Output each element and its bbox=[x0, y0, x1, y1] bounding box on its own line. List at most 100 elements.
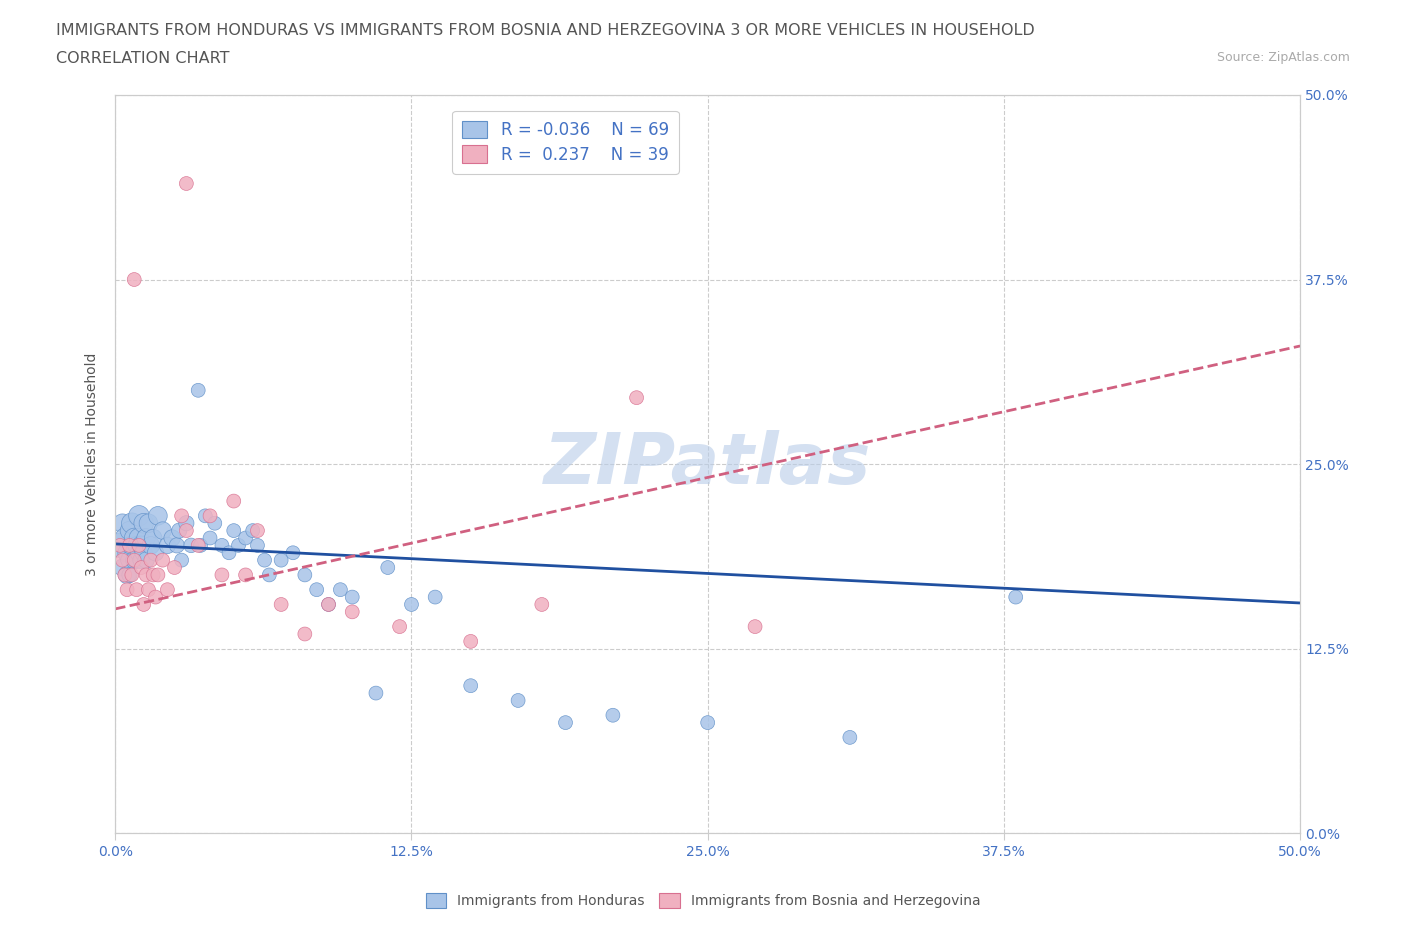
Point bbox=[156, 582, 179, 597]
Point bbox=[270, 552, 292, 567]
Point bbox=[111, 516, 134, 531]
Point bbox=[145, 590, 167, 604]
Point bbox=[121, 538, 143, 552]
Point bbox=[135, 552, 157, 567]
Point bbox=[108, 538, 131, 552]
Point bbox=[211, 567, 233, 582]
Point bbox=[222, 524, 245, 538]
Point bbox=[176, 516, 198, 531]
Point bbox=[115, 545, 138, 560]
Text: CORRELATION CHART: CORRELATION CHART bbox=[56, 51, 229, 66]
Point bbox=[364, 685, 387, 700]
Point bbox=[142, 530, 165, 545]
Point bbox=[115, 582, 138, 597]
Point bbox=[401, 597, 423, 612]
Text: IMMIGRANTS FROM HONDURAS VS IMMIGRANTS FROM BOSNIA AND HERZEGOVINA 3 OR MORE VEH: IMMIGRANTS FROM HONDURAS VS IMMIGRANTS F… bbox=[56, 23, 1035, 38]
Point bbox=[111, 560, 134, 575]
Point bbox=[176, 524, 198, 538]
Point bbox=[198, 509, 221, 524]
Point bbox=[318, 597, 340, 612]
Point bbox=[235, 567, 257, 582]
Point bbox=[554, 715, 576, 730]
Point bbox=[114, 530, 136, 545]
Point bbox=[135, 530, 157, 545]
Point bbox=[170, 552, 193, 567]
Point bbox=[108, 538, 131, 552]
Point bbox=[122, 552, 145, 567]
Point bbox=[132, 545, 155, 560]
Point bbox=[146, 509, 169, 524]
Point bbox=[167, 524, 190, 538]
Text: ZIPatlas: ZIPatlas bbox=[544, 430, 872, 498]
Point bbox=[139, 552, 162, 567]
Point bbox=[118, 538, 141, 552]
Point bbox=[187, 538, 209, 552]
Point bbox=[132, 597, 155, 612]
Point bbox=[211, 538, 233, 552]
Point bbox=[138, 582, 160, 597]
Point bbox=[342, 590, 364, 604]
Point bbox=[135, 567, 157, 582]
Point bbox=[246, 538, 269, 552]
Point bbox=[281, 545, 304, 560]
Point bbox=[160, 530, 183, 545]
Point bbox=[122, 272, 145, 287]
Point bbox=[152, 524, 174, 538]
Point bbox=[377, 560, 399, 575]
Point bbox=[176, 176, 198, 191]
Y-axis label: 3 or more Vehicles in Household: 3 or more Vehicles in Household bbox=[86, 352, 100, 576]
Point bbox=[222, 494, 245, 509]
Point bbox=[228, 538, 250, 552]
Point bbox=[145, 545, 167, 560]
Point bbox=[460, 678, 482, 693]
Point bbox=[122, 530, 145, 545]
Point bbox=[744, 619, 766, 634]
Point bbox=[194, 509, 217, 524]
Point bbox=[190, 538, 212, 552]
Point bbox=[156, 538, 179, 552]
Point bbox=[235, 530, 257, 545]
Point bbox=[125, 552, 148, 567]
Point bbox=[530, 597, 553, 612]
Point bbox=[242, 524, 264, 538]
Point bbox=[128, 538, 150, 552]
Point bbox=[204, 516, 226, 531]
Point bbox=[166, 538, 188, 552]
Point bbox=[139, 538, 162, 552]
Point bbox=[121, 567, 143, 582]
Point bbox=[1004, 590, 1026, 604]
Point bbox=[294, 627, 316, 642]
Point bbox=[111, 552, 134, 567]
Point bbox=[131, 560, 153, 575]
Point bbox=[294, 567, 316, 582]
Point bbox=[121, 516, 143, 531]
Point bbox=[163, 560, 186, 575]
Point bbox=[342, 604, 364, 619]
Point bbox=[114, 567, 136, 582]
Point bbox=[838, 730, 860, 745]
Point bbox=[131, 538, 153, 552]
Point bbox=[128, 509, 150, 524]
Point bbox=[132, 516, 155, 531]
Point bbox=[218, 545, 240, 560]
Point bbox=[270, 597, 292, 612]
Point bbox=[246, 524, 269, 538]
Point bbox=[506, 693, 529, 708]
Point bbox=[115, 567, 138, 582]
Point bbox=[146, 567, 169, 582]
Point bbox=[425, 590, 447, 604]
Point bbox=[131, 552, 153, 567]
Point bbox=[128, 545, 150, 560]
Text: Source: ZipAtlas.com: Source: ZipAtlas.com bbox=[1216, 51, 1350, 64]
Legend: Immigrants from Honduras, Immigrants from Bosnia and Herzegovina: Immigrants from Honduras, Immigrants fro… bbox=[420, 888, 986, 914]
Point bbox=[180, 538, 202, 552]
Point bbox=[138, 516, 160, 531]
Point bbox=[128, 530, 150, 545]
Point bbox=[388, 619, 411, 634]
Point bbox=[253, 552, 276, 567]
Point bbox=[696, 715, 718, 730]
Point bbox=[118, 524, 141, 538]
Point bbox=[626, 391, 648, 405]
Point bbox=[122, 552, 145, 567]
Point bbox=[460, 634, 482, 649]
